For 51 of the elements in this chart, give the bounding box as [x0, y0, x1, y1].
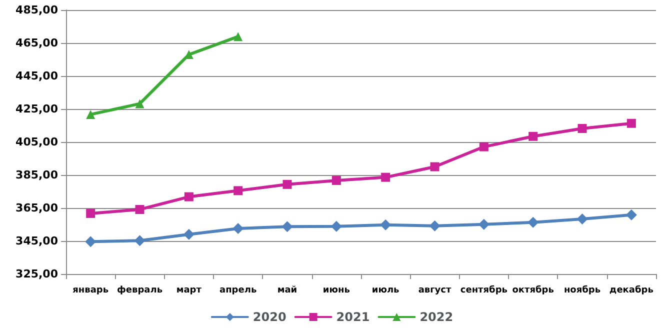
legend-label: 2021	[336, 310, 370, 324]
point	[234, 186, 243, 196]
point	[332, 176, 341, 185]
point	[626, 118, 636, 128]
point	[134, 235, 146, 246]
point	[528, 132, 538, 141]
point	[578, 124, 587, 133]
point	[184, 192, 194, 202]
point	[135, 204, 144, 214]
legend-label: 2020	[252, 310, 286, 324]
point	[282, 221, 293, 232]
point	[626, 209, 637, 220]
point	[135, 99, 144, 108]
point	[282, 180, 292, 189]
point	[430, 162, 440, 172]
point	[330, 220, 342, 232]
x-tick-label: август	[418, 286, 452, 296]
point	[528, 216, 539, 228]
y-tick-label: 325,00	[16, 268, 58, 280]
point	[234, 32, 243, 42]
point	[85, 236, 96, 248]
x-tick-label: октябрь	[512, 284, 554, 296]
point	[381, 172, 390, 182]
point	[86, 110, 96, 119]
point	[429, 220, 440, 232]
point	[183, 228, 194, 240]
point	[232, 222, 244, 234]
x-tick-label: апрель	[220, 286, 257, 296]
y-tick-label: 405,00	[16, 136, 58, 148]
x-tick-label: май	[277, 286, 298, 296]
x-tick-label: март	[176, 286, 202, 296]
y-tick-label: 465,00	[16, 36, 58, 50]
x-tick-label: июнь	[322, 286, 350, 296]
x-tick-label: июль	[372, 286, 400, 296]
y-tick-label: 385,00	[16, 168, 58, 182]
point	[478, 218, 490, 230]
x-tick-label: январь	[72, 286, 109, 296]
point	[380, 219, 392, 230]
x-tick-label: февраль	[116, 286, 163, 296]
y-tick-label: 425,00	[16, 102, 58, 116]
point	[576, 214, 588, 225]
y-tick-label: 345,00	[16, 234, 58, 248]
legend-label: 2022	[420, 310, 454, 324]
point	[479, 142, 488, 152]
y-tick-label: 485,00	[16, 4, 58, 16]
x-tick-label: ноябрь	[564, 284, 601, 296]
y-tick-label: 365,00	[16, 202, 58, 214]
point	[86, 208, 96, 218]
x-tick-label: сентябрь	[460, 284, 508, 296]
x-tick-label: декабрь	[609, 284, 654, 296]
y-tick-label: 445,00	[16, 70, 58, 82]
